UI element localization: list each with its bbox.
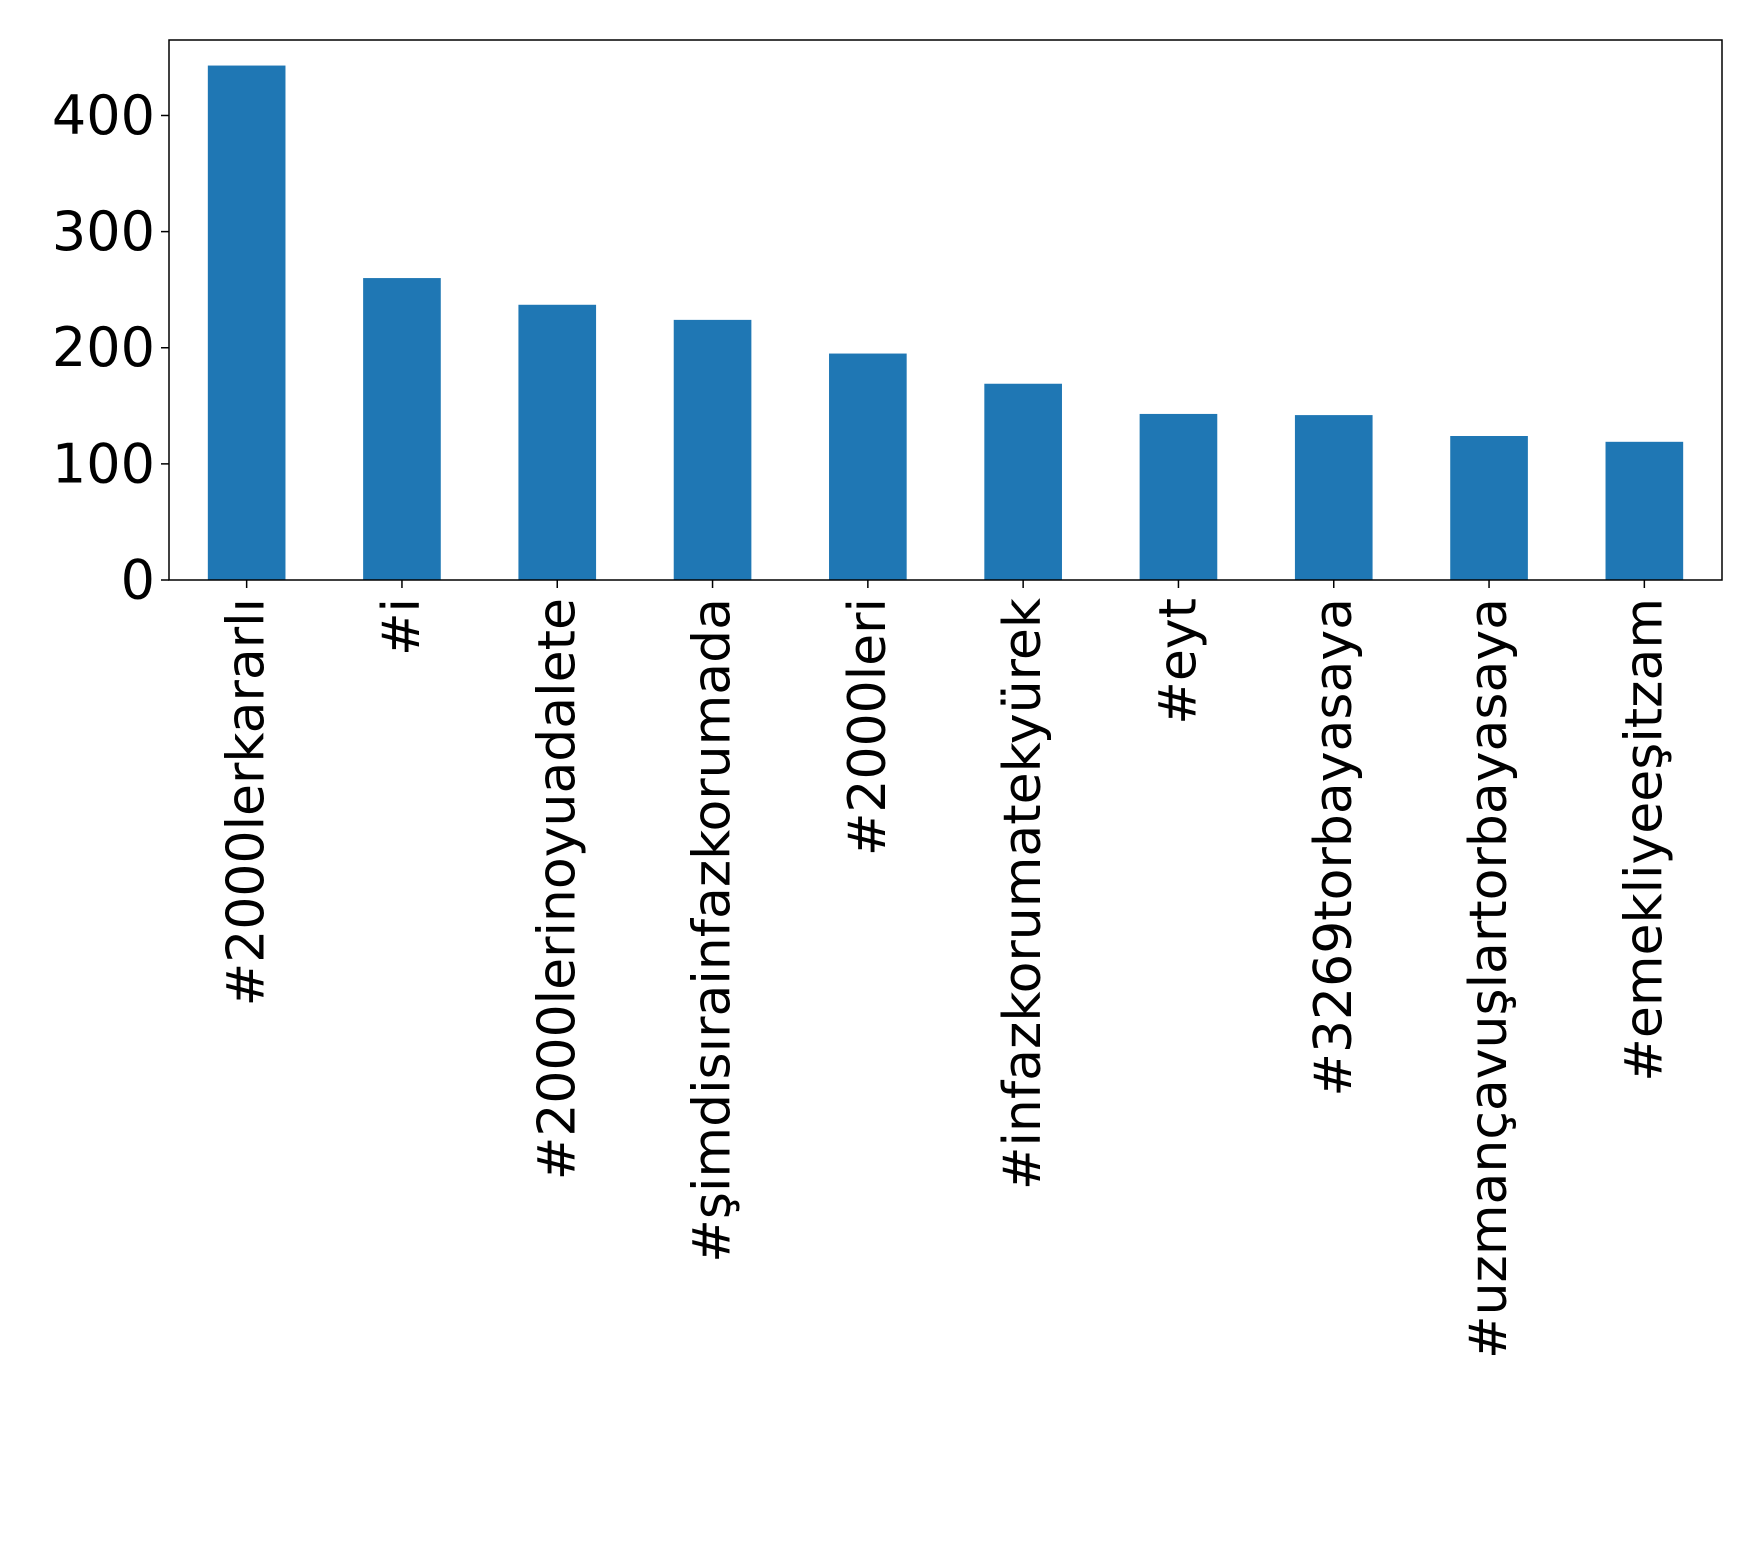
y-axis: 0 100 200 300 400 [52, 84, 169, 612]
bar [1605, 441, 1684, 580]
bar [363, 278, 441, 580]
bar [1139, 413, 1218, 580]
x-axis: #2000lerkararlı #i #2000lerinoyuadalete #şi… [217, 580, 1674, 1359]
x-tick-label: #3269torbayasaya [1304, 598, 1364, 1097]
bar [673, 319, 752, 580]
y-tick-label: 100 [52, 432, 155, 495]
plot-frame [168, 39, 1723, 581]
y-tick-label: 0 [121, 549, 155, 612]
x-tick-label: #2000lerinoyuadalete [527, 598, 587, 1180]
bar [1450, 436, 1528, 580]
x-tick-label: #şimdisırainfazkorumada [683, 598, 743, 1263]
y-tick-label: 400 [52, 84, 155, 147]
x-tick-label: #emekliyeeşitzam [1614, 598, 1674, 1082]
x-tick-label: #2000lerkararlı [217, 598, 277, 1006]
x-tick-label: #2000leri [838, 598, 898, 856]
x-tick-label: #eyt [1148, 598, 1208, 725]
bar [1294, 415, 1373, 580]
y-tick-label: 300 [52, 200, 155, 263]
bar [518, 304, 597, 580]
x-tick-label: #i [372, 598, 432, 656]
bar [207, 65, 286, 580]
x-tick-label: #infazkorumatekyürek [993, 598, 1053, 1190]
bar [829, 353, 907, 580]
bars-layer [207, 65, 1684, 580]
bar [984, 383, 1062, 580]
y-tick-label: 200 [52, 316, 155, 379]
x-tick-label: #uzmançavuşlartorbayasaya [1459, 598, 1519, 1359]
